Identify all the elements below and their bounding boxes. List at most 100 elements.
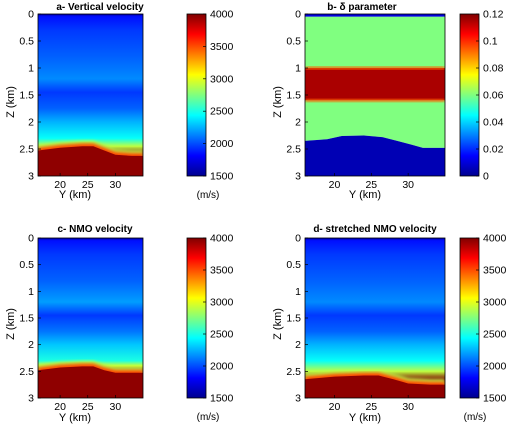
y-tick-label: 0.5 (19, 36, 34, 48)
colorbar-tick-label: 0.02 (483, 144, 504, 156)
y-tick-label: 0.5 (286, 36, 301, 48)
y-tick-label: 2 (28, 117, 34, 129)
y-tick-label: 1.5 (19, 90, 34, 102)
colorbar-tick-label: 3000 (210, 73, 234, 85)
panel-c-ylabel: Z (km) (5, 308, 17, 340)
y-tick-label: 2 (295, 117, 301, 129)
colorbar-tick-label: 2500 (483, 329, 507, 341)
colorbar-tick-label: 4000 (210, 233, 234, 245)
panel-c: c- NMO velocity 0 0.5 1 1.5 2 2.5 3 20 25 30 Y (k… (5, 224, 234, 424)
colorbar-tick-label: 3500 (483, 265, 507, 277)
x-tick-label: 20 (54, 401, 66, 413)
delta-layer-2 (305, 68, 445, 101)
colorbar-tick-label: 3000 (210, 297, 234, 309)
y-tick-label: 1 (295, 63, 301, 75)
colorbar-scale (459, 237, 480, 399)
y-tick-label: 1.5 (286, 90, 301, 102)
panel-d-colorbar-unit: (m/s) (464, 412, 487, 423)
panel-d-ylabel: Z (km) (272, 308, 284, 340)
x-tick-label: 30 (402, 179, 414, 191)
x-tick-label: 25 (365, 401, 377, 413)
panel-c-title: c- NMO velocity (57, 224, 132, 235)
colorbar-tick-label: 4000 (483, 233, 507, 245)
colorbar-tick-label: 0.08 (483, 63, 504, 75)
y-tick-label: 0 (28, 9, 34, 21)
y-tick-label: 3 (295, 171, 301, 183)
delta-layer-4 (305, 135, 445, 176)
y-tick-label: 3 (28, 393, 34, 405)
colorbar-tick-label: 4000 (210, 9, 234, 21)
colorbar-tick-label: 1500 (483, 393, 507, 405)
y-tick-label: 2.5 (19, 366, 34, 378)
panel-a-xlabel: Y (km) (59, 189, 91, 201)
panel-c-plot: 0 0.5 1 1.5 2 2.5 3 20 25 30 (19, 233, 144, 413)
panel-d-colorbar: 4000 3500 3000 2500 2000 1500 (459, 233, 507, 405)
panel-a: a- Vertical velocity 0 0.5 1 1.5 2 2.5 3 20 25 30… (5, 2, 234, 201)
basement-body (305, 375, 445, 398)
panel-b-plot: 0 0.5 1 1.5 2 2.5 3 20 25 30 (286, 9, 446, 191)
colorbar-tick-label: 1500 (210, 393, 234, 405)
panel-a-colorbar: 4000 3500 3000 2500 2000 1500 (186, 9, 234, 183)
colorbar-tick-label: 0.06 (483, 90, 504, 102)
panel-a-plot: 0 0.5 1 1.5 2 2.5 3 20 25 30 (19, 9, 144, 191)
panel-b-title: b- δ parameter (327, 2, 397, 13)
panel-d-xlabel: Y (km) (349, 412, 381, 424)
delta-layer-0 (305, 14, 445, 17)
y-tick-label: 3 (28, 171, 34, 183)
x-tick-label: 20 (329, 401, 341, 413)
colorbar-scale (186, 13, 207, 177)
colorbar-tick-label: 3500 (210, 41, 234, 53)
colorbar-tick-label: 0.1 (483, 36, 498, 48)
colorbar-tick-label: 2000 (210, 361, 234, 373)
y-tick-label: 1 (295, 286, 301, 298)
x-tick-label: 20 (54, 179, 66, 191)
panel-b-image (305, 14, 445, 176)
x-tick-label: 25 (365, 179, 377, 191)
panel-c-colorbar: 4000 3500 3000 2500 2000 1500 (186, 233, 234, 405)
basement-body (38, 146, 143, 176)
delta-band-edge-top (305, 66, 445, 70)
x-tick-label: 30 (402, 401, 414, 413)
panel-d: d- stretched NMO velocity 0 0.5 1 1.5 2 2.5 3 2… (272, 224, 507, 424)
colorbar-tick-label: 2500 (210, 106, 234, 118)
panel-a-ylabel: Z (km) (5, 86, 17, 118)
y-tick-label: 0.5 (286, 259, 301, 271)
y-tick-label: 2.5 (286, 144, 301, 156)
x-tick-label: 25 (82, 179, 94, 191)
x-tick-label: 20 (329, 179, 341, 191)
panel-a-colorbar-unit: (m/s) (197, 190, 220, 201)
colorbar-tick-label: 1500 (210, 171, 234, 183)
x-tick-label: 30 (110, 179, 122, 191)
panel-c-xlabel: Y (km) (59, 412, 91, 424)
y-tick-label: 3 (295, 393, 301, 405)
colorbar-tick-label: 2500 (210, 329, 234, 341)
y-tick-label: 2 (295, 339, 301, 351)
y-tick-label: 2 (28, 339, 34, 351)
panel-b-ylabel: Z (km) (272, 86, 284, 118)
x-tick-label: 30 (110, 401, 122, 413)
y-tick-label: 1 (28, 286, 34, 298)
colorbar-tick-label: 3500 (210, 265, 234, 277)
y-tick-label: 0.5 (19, 259, 34, 271)
x-tick-label: 25 (82, 401, 94, 413)
y-tick-label: 0 (295, 9, 301, 21)
colorbar-tick-label: 0.04 (483, 117, 504, 129)
panel-c-image (38, 238, 143, 398)
delta-layer-1 (305, 16, 445, 68)
panel-d-image (305, 238, 445, 398)
panel-a-title: a- Vertical velocity (56, 2, 144, 13)
y-tick-label: 1.5 (19, 313, 34, 325)
colorbar-tick-label: 3000 (483, 297, 507, 309)
colorbar-tick-label: 2000 (210, 138, 234, 150)
basement-body (38, 366, 143, 398)
colorbar-tick-label: 2000 (483, 361, 507, 373)
panel-a-image (38, 14, 143, 176)
y-tick-label: 2.5 (19, 144, 34, 156)
panel-b: b- δ parameter 0 0.5 1 1.5 2 2.5 3 20 25 30 Y (km… (272, 2, 504, 201)
delta-band-edge-bottom (305, 98, 445, 102)
panel-b-colorbar: 0.12 0.1 0.08 0.06 0.04 0.02 0 (459, 9, 504, 183)
colorbar-scale (186, 237, 207, 399)
panel-d-plot: 0 0.5 1 1.5 2 2.5 3 20 25 30 (286, 233, 446, 413)
y-tick-label: 2.5 (286, 366, 301, 378)
